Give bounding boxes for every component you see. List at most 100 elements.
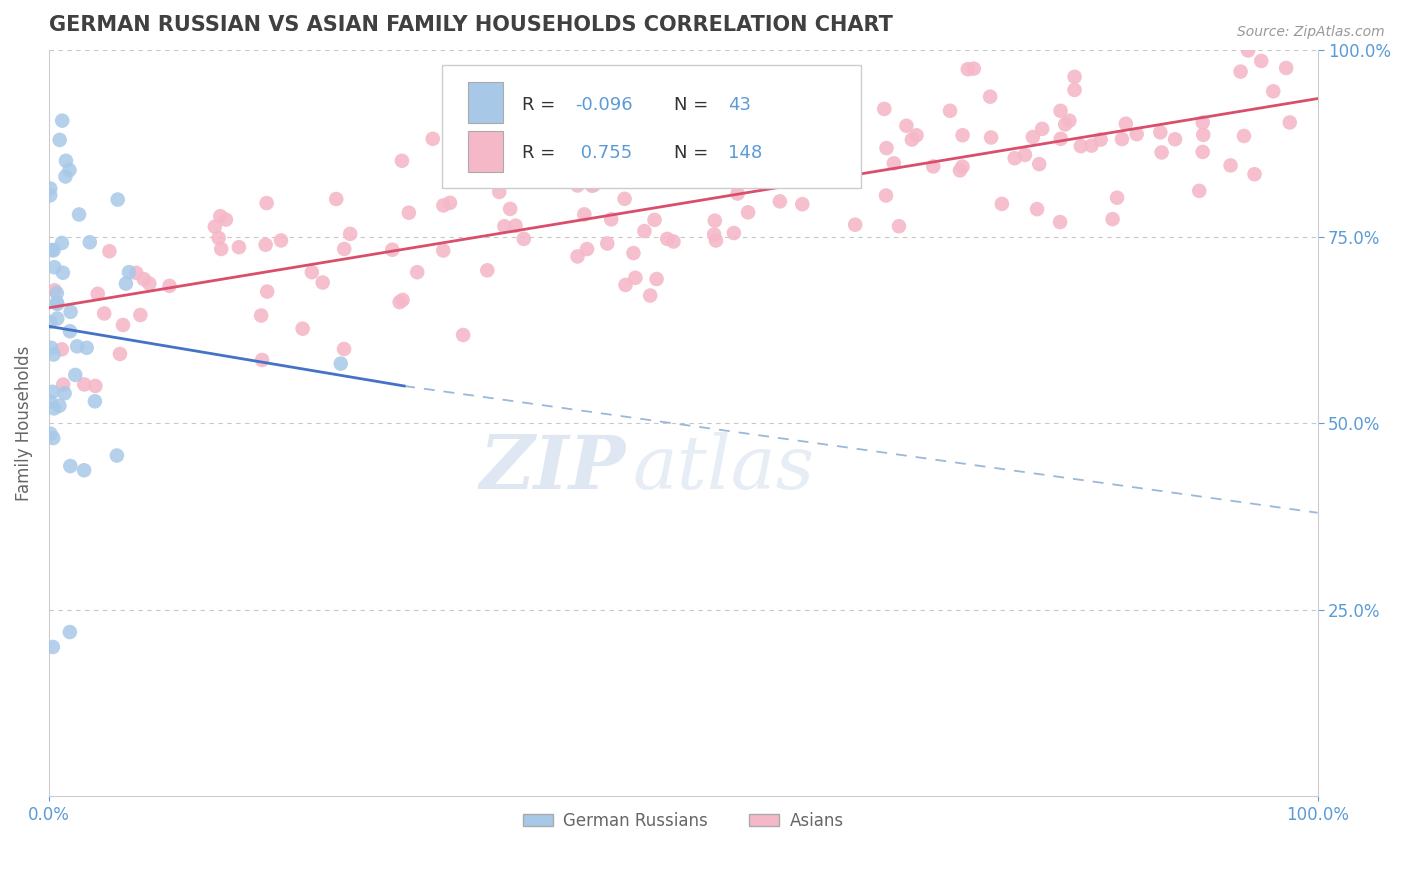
Point (1004, 151, 1026, 165)
Text: R =: R = (522, 145, 561, 162)
Point (301, 265, 323, 279)
Point (39, 426, 62, 441)
Point (52, 377, 75, 392)
Point (581, 178, 603, 193)
Point (44, 283, 66, 297)
Point (1031, 121, 1053, 136)
Text: ZIP: ZIP (479, 432, 626, 504)
Point (939, 103, 962, 118)
Point (1191, 115, 1213, 129)
Point (204, 219, 226, 234)
Point (46, 297, 69, 311)
Point (613, 192, 636, 206)
Point (1164, 132, 1187, 146)
Point (41, 384, 63, 399)
Point (810, 136, 832, 150)
Point (922, 160, 945, 174)
Point (979, 89, 1001, 103)
Point (614, 277, 637, 292)
Point (800, 163, 823, 178)
Point (887, 219, 910, 234)
Point (567, 178, 589, 193)
Point (207, 231, 229, 245)
Text: N =: N = (675, 145, 714, 162)
Point (1125, 127, 1147, 141)
Point (111, 318, 134, 332)
Point (723, 226, 745, 240)
Point (250, 309, 273, 323)
Point (567, 250, 589, 264)
Point (645, 272, 668, 286)
Point (138, 277, 160, 291)
Point (55, 153, 77, 168)
Point (451, 328, 474, 343)
Text: Source: ZipAtlas.com: Source: ZipAtlas.com (1237, 25, 1385, 39)
Point (1219, 158, 1241, 172)
Text: 0.755: 0.755 (575, 145, 633, 162)
Point (1278, 115, 1301, 129)
Point (792, 197, 814, 211)
Point (51, 235, 73, 250)
Point (45, 295, 67, 310)
Point (766, 124, 789, 138)
Text: N =: N = (675, 95, 714, 114)
Point (159, 278, 181, 293)
Point (42, 640, 65, 654)
Point (564, 119, 586, 133)
Point (129, 308, 152, 322)
Point (499, 202, 522, 216)
Point (873, 102, 896, 116)
Point (48, 133, 70, 147)
Point (39, 181, 62, 195)
Point (388, 295, 411, 310)
Point (769, 194, 792, 209)
Point (582, 178, 605, 192)
Point (59, 459, 82, 474)
Text: 43: 43 (728, 95, 751, 114)
Point (55, 169, 77, 184)
Point (391, 153, 413, 168)
Point (644, 212, 666, 227)
Point (574, 207, 596, 221)
Point (42, 431, 65, 445)
Point (575, 242, 598, 256)
Point (209, 209, 232, 223)
Point (956, 62, 979, 77)
Point (59, 324, 82, 338)
Point (980, 130, 1002, 145)
Point (505, 219, 527, 233)
Point (1101, 212, 1123, 227)
Point (673, 154, 696, 169)
Point (523, 169, 546, 184)
Point (1049, 103, 1071, 118)
Point (65, 368, 87, 382)
Point (1191, 145, 1213, 159)
Point (627, 167, 650, 181)
Point (494, 219, 516, 234)
Point (84, 379, 107, 393)
Point (1090, 133, 1112, 147)
Point (662, 235, 685, 249)
Bar (468, 131, 503, 172)
Point (215, 212, 238, 227)
Text: R =: R = (522, 95, 561, 114)
Point (76, 341, 98, 355)
Point (58, 163, 80, 178)
Point (737, 205, 759, 219)
Point (291, 322, 314, 336)
Point (125, 266, 148, 280)
Point (952, 160, 974, 174)
Point (1022, 130, 1045, 145)
Point (422, 132, 444, 146)
Point (381, 243, 404, 257)
Point (896, 119, 918, 133)
Point (209, 242, 232, 256)
Point (905, 128, 928, 143)
Point (67, 207, 90, 221)
Point (333, 242, 356, 256)
Point (633, 224, 655, 238)
Point (627, 145, 650, 159)
Point (48, 399, 70, 413)
Point (39, 188, 62, 202)
Point (1054, 117, 1077, 131)
